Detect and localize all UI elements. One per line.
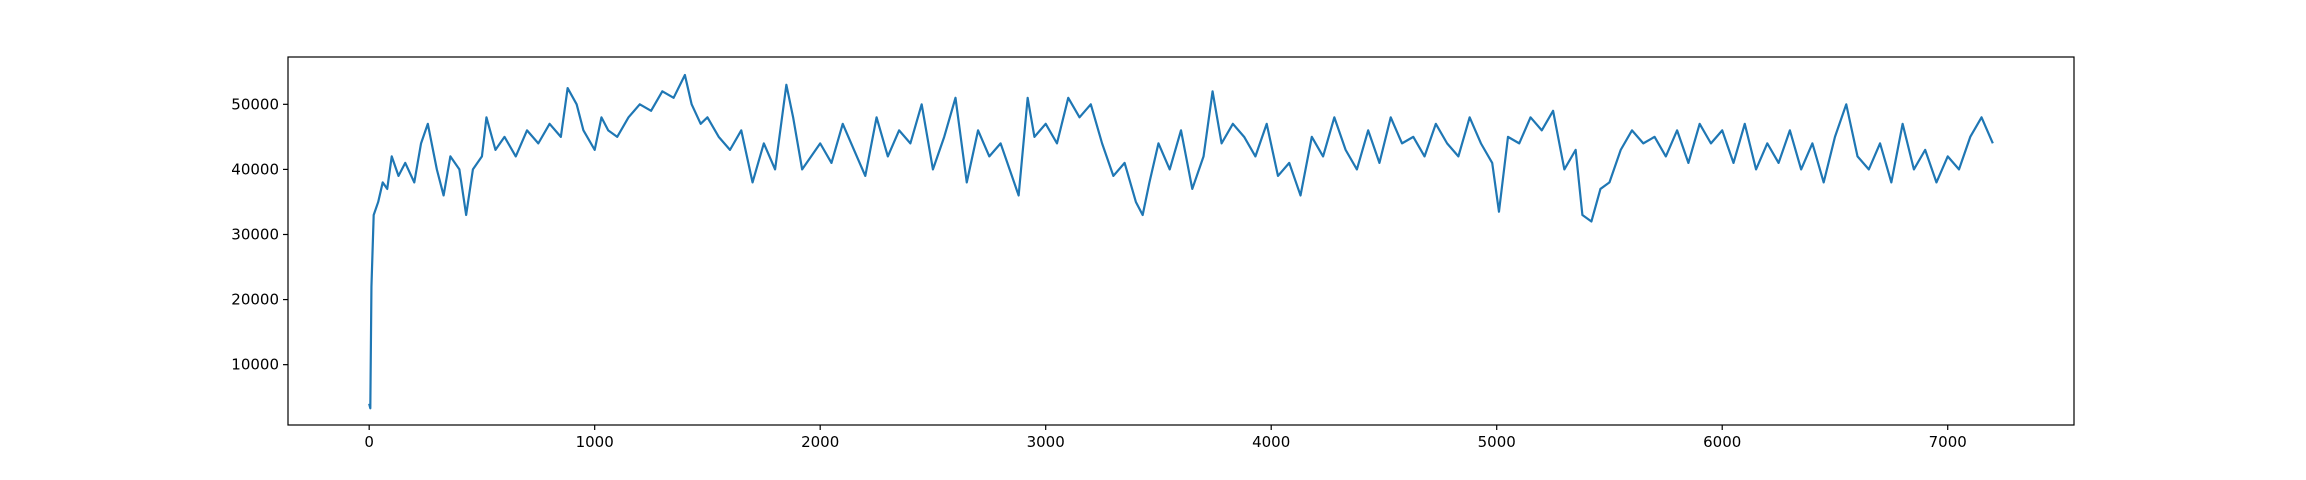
x-tick-label: 7000 <box>1929 433 1967 451</box>
y-tick-label: 10000 <box>231 356 279 374</box>
y-tick-label: 30000 <box>231 225 279 243</box>
x-tick-label: 5000 <box>1478 433 1516 451</box>
x-tick-label: 3000 <box>1027 433 1065 451</box>
y-tick-label: 20000 <box>231 291 279 309</box>
x-tick-label: 2000 <box>801 433 839 451</box>
data-line <box>368 73 1994 410</box>
x-tick-label: 4000 <box>1252 433 1290 451</box>
axes-frame <box>287 56 2075 426</box>
x-tick-label: 6000 <box>1703 433 1741 451</box>
x-tick-label: 1000 <box>576 433 614 451</box>
y-tick-label: 50000 <box>231 95 279 113</box>
y-tick-label: 40000 <box>231 160 279 178</box>
x-tick-label: 0 <box>364 433 374 451</box>
